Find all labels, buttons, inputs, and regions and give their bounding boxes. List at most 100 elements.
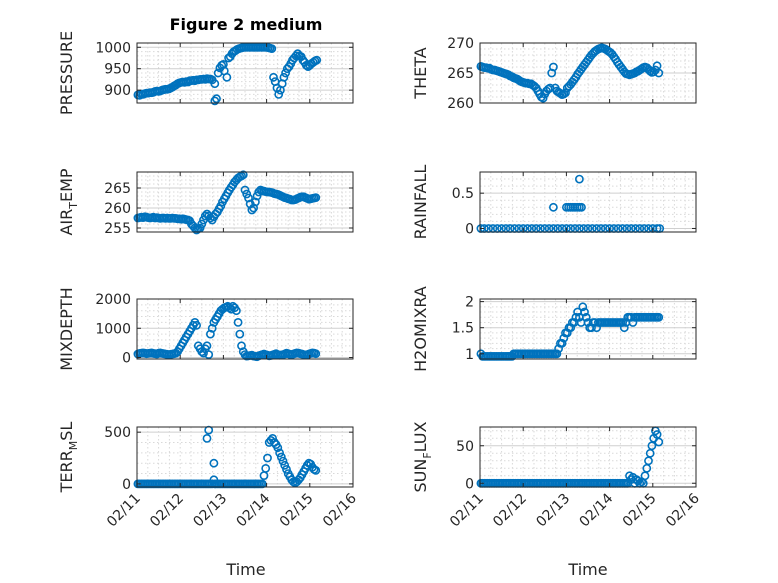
data-point <box>278 456 288 466</box>
data-point <box>274 90 284 99</box>
data-point <box>276 452 286 462</box>
y-axis-label-main: MIXDEPTH <box>57 287 76 370</box>
panel-theta: 260 265 270 THETA <box>411 36 697 112</box>
data-point <box>279 72 289 82</box>
y-tick-label: 1000 <box>95 321 131 337</box>
y-axis-label-main: THETA <box>411 47 430 99</box>
panel-rainfall: 0 0.5 RAINFALL <box>411 165 697 240</box>
y-axis-label: THETA <box>411 47 430 99</box>
axes-frame <box>136 42 354 104</box>
data-point <box>204 350 214 359</box>
plot-area <box>137 427 353 487</box>
data-point <box>572 202 582 212</box>
data-point <box>654 437 664 447</box>
data-point <box>212 94 221 104</box>
y-axis-label-main: RAINFALL <box>411 165 430 240</box>
data-point <box>269 72 278 82</box>
y-tick-label: 0 <box>122 477 131 493</box>
y-axis-label-subscript: F <box>421 452 434 458</box>
x-tick-label: 02/16 <box>320 490 360 530</box>
data-point <box>222 72 232 82</box>
data-point <box>210 79 220 89</box>
data-point <box>549 202 558 212</box>
y-tick-label: 0 <box>465 221 474 237</box>
data-point <box>556 89 565 98</box>
x-tick-label: 02/11 <box>447 491 487 531</box>
panel-h2omixra: 1 1.5 2 H2OMIXRA <box>411 286 697 372</box>
data-point <box>273 443 283 453</box>
data-point <box>267 44 277 53</box>
axes-frame <box>136 171 354 233</box>
y-tick-label: 270 <box>447 36 474 52</box>
data-point <box>197 219 207 229</box>
y-tick-label: 265 <box>104 181 131 197</box>
data-point <box>231 306 241 316</box>
y-tick-label: 1000 <box>95 40 131 56</box>
y-axis-label-tail: EMP <box>57 168 76 202</box>
x-tick-label: 02/15 <box>620 491 660 531</box>
axes-frame <box>136 426 354 488</box>
data-point <box>247 205 257 215</box>
data-point <box>545 83 555 93</box>
data-point <box>291 51 301 61</box>
figure-title: Figure 2 medium <box>170 15 323 34</box>
data-point <box>311 193 321 202</box>
data-point <box>568 202 578 212</box>
y-axis-label-tail: SL <box>57 422 76 441</box>
y-tick-label: 260 <box>447 96 474 112</box>
y-axis-label-main: PRESSURE <box>57 31 76 115</box>
data-point <box>237 341 246 351</box>
y-tick-label: 1 <box>465 347 474 363</box>
data-point <box>205 329 215 339</box>
y-axis-label-tail: LUX <box>411 421 430 452</box>
data-point <box>202 433 212 443</box>
x-tick-label: 02/13 <box>190 491 230 531</box>
data-point <box>578 302 588 312</box>
data-point <box>240 185 250 195</box>
y-axis-label: PRESSURE <box>57 31 76 115</box>
data-point <box>261 463 271 473</box>
y-tick-label: 255 <box>104 221 131 237</box>
x-tick-label: 02/12 <box>490 491 530 531</box>
x-tick-label: 02/11 <box>104 491 144 531</box>
y-tick-label: 265 <box>447 66 474 82</box>
data-point <box>311 349 321 359</box>
y-tick-label: 1.5 <box>452 321 474 337</box>
x-tick-label: 02/12 <box>147 491 187 531</box>
y-axis-label: TERRMSL <box>57 422 80 494</box>
axes-frame <box>479 426 697 488</box>
data-point <box>312 55 322 65</box>
data-point <box>301 60 311 70</box>
data-point <box>654 68 664 78</box>
y-axis-label-subscript: T <box>67 202 80 210</box>
y-axis-label: MIXDEPTH <box>57 287 76 370</box>
data-point <box>280 460 290 470</box>
data-point <box>233 317 243 327</box>
data-point <box>200 211 210 221</box>
data-point <box>549 62 558 72</box>
axes-frame <box>136 298 354 360</box>
x-tick-label: 02/15 <box>277 491 317 531</box>
y-axis-label-main: TERR <box>57 450 76 493</box>
data-point <box>263 453 272 463</box>
y-axis-label-main: SUN <box>411 459 430 493</box>
y-tick-label: 0.5 <box>452 186 474 202</box>
data-point <box>238 170 248 180</box>
data-point <box>209 458 219 468</box>
x-tick-label: 02/16 <box>663 490 703 530</box>
panel-pressure: 900 950 1000 PRESSURE <box>57 31 354 115</box>
y-axis-label-subscript: M <box>67 441 80 451</box>
y-tick-label: 0 <box>465 476 474 492</box>
y-tick-label: 2 <box>465 295 474 311</box>
y-tick-label: 0 <box>122 351 131 367</box>
data-point <box>281 68 290 78</box>
x-tick-label: 02/14 <box>577 490 617 530</box>
data-point <box>250 197 260 207</box>
x-tick-label: 02/14 <box>234 490 274 530</box>
data-point <box>581 312 591 322</box>
data-point <box>577 202 586 212</box>
panel-terr_msl: 0 500 02/11 02/12 02/13 02/14 02/15 02/16 TERRMS… <box>57 422 360 531</box>
data-point <box>202 341 212 351</box>
y-axis-label: H2OMIXRA <box>411 286 430 372</box>
data-point <box>209 475 219 485</box>
